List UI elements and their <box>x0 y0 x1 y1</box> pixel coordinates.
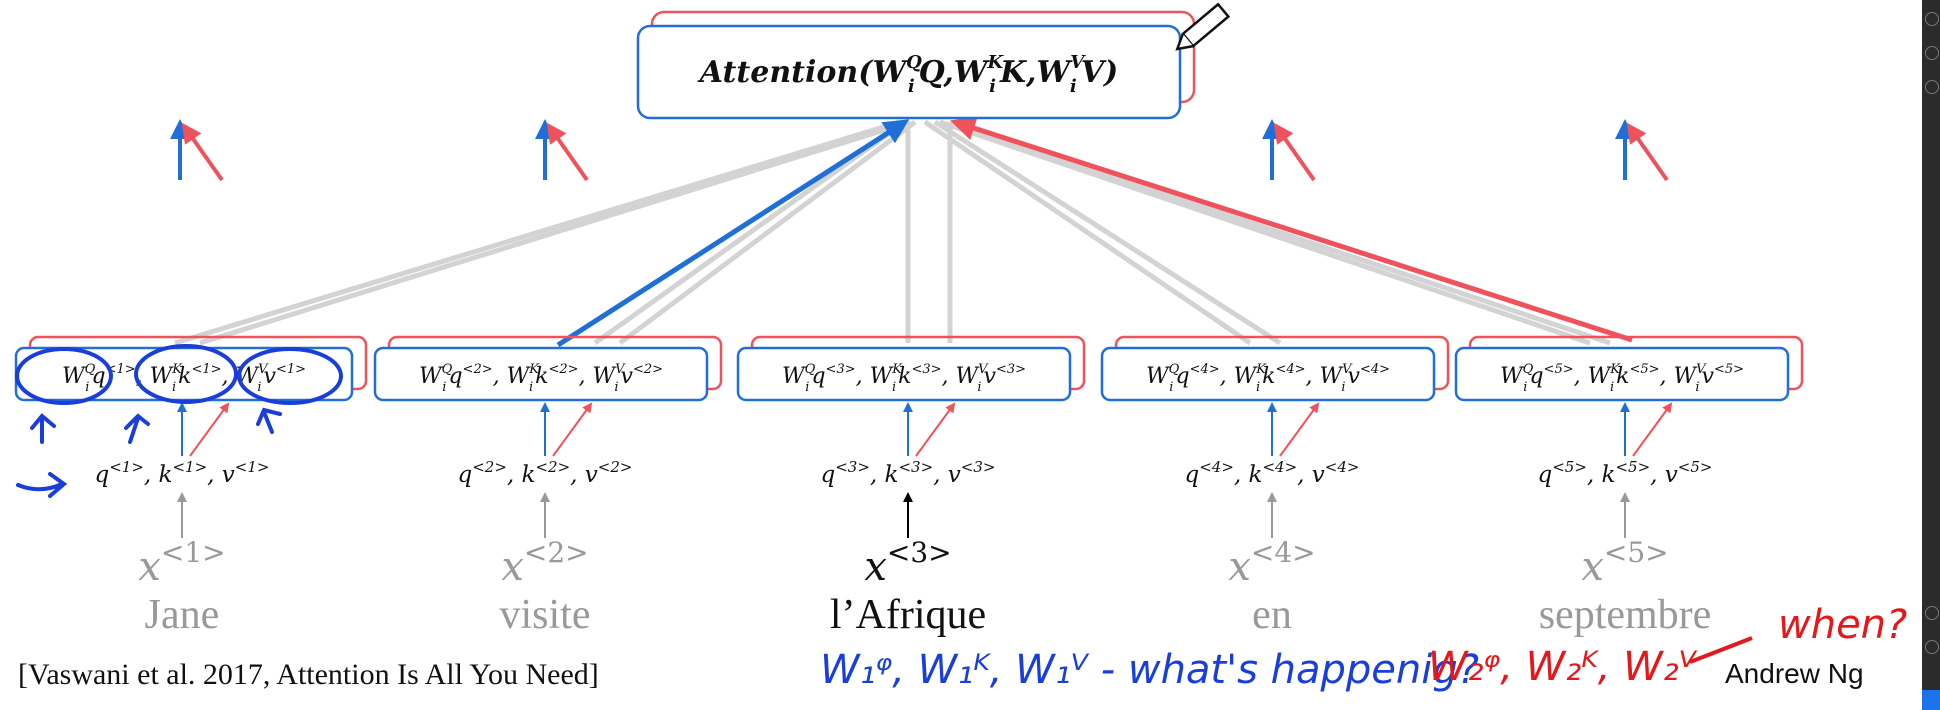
right-toolbar <box>1922 0 1940 710</box>
input-x: x<2> <box>501 536 588 590</box>
token-column-1: WQ iq<1>, WK ik<1>, WV iv<1> q<1>, k<1>, v<1… <box>14 335 368 638</box>
handwritten-red-question: when? <box>1778 602 1907 648</box>
projection-text: WQ iq<2>, WK ik<2>, WV iv<2> <box>419 362 663 395</box>
qkv-text: q<2>, k<2>, v<2> <box>458 458 633 488</box>
projection-box <box>736 346 1072 402</box>
author: Andrew Ng <box>1725 658 1864 689</box>
handwritten-red-note: W₂ᵠ, W₂ᴷ, W₂ⱽ <box>1428 644 1698 690</box>
toolbar-circle-icon[interactable] <box>1925 46 1939 60</box>
handwritten-red-dash <box>1689 636 1753 664</box>
gray-attention-lines <box>174 119 1611 346</box>
projection-box <box>1454 346 1790 402</box>
projection-text: WQ iq<4>, WK ik<4>, WV iv<4> <box>1146 362 1390 395</box>
projection-box <box>1100 346 1436 402</box>
token-word-2: visite <box>500 592 591 638</box>
qkv-text: q<1>, k<1>, v<1> <box>95 458 270 488</box>
key-arrow <box>915 402 956 457</box>
input-x: x<5> <box>1581 536 1668 590</box>
token-column-4: WQ iq<4>, WK ik<4>, WV iv<4> q<4>, k<4>, v<4… <box>1100 335 1450 638</box>
key-arrow <box>1279 402 1320 457</box>
token-column-3: WQ iq<3>, WK ik<3>, WV iv<3> q<3>, k<3>, v<3… <box>736 335 1086 638</box>
token-column-5: WQ iq<5>, WK ik<5>, WV iv<5> q<5>, k<5>, v<5… <box>1454 335 1804 638</box>
projection-box <box>373 346 709 402</box>
toolbar-circle-icon[interactable] <box>1925 640 1939 654</box>
token-word-4: en <box>1252 592 1292 638</box>
qkv-text: q<4>, k<4>, v<4> <box>1185 458 1360 488</box>
key-arrow <box>552 402 593 457</box>
toolbar-active-button[interactable] <box>1922 690 1940 710</box>
toolbar-circle-icon[interactable] <box>1925 606 1939 620</box>
input-x: x<4> <box>1228 536 1315 590</box>
token-word-3: l’Afrique <box>830 592 986 638</box>
projection-text: WQ iq<1>, WK ik<1>, WV iv<1> <box>62 362 306 395</box>
qkv-text: q<3>, k<3>, v<3> <box>821 458 996 488</box>
key-arrow <box>1632 402 1673 457</box>
toolbar-circle-icon[interactable] <box>1925 80 1939 94</box>
token-word-1: Jane <box>145 592 220 638</box>
attention-prefix: Attention( <box>697 55 874 90</box>
projection-text: WQ iq<5>, WK ik<5>, WV iv<5> <box>1500 362 1744 395</box>
toolbar-circle-icon[interactable] <box>1925 12 1939 26</box>
blue-query-line <box>556 119 910 348</box>
token-columns: WQ iq<1>, WK ik<1>, WV iv<1> q<1>, k<1>, v<1… <box>14 335 1804 638</box>
attention-box: Attention(WQ i Q,WK i K,WV i V) <box>636 10 1196 120</box>
input-x: x<1> <box>138 536 225 590</box>
projection-text: WQ iq<3>, WK ik<3>, WV iv<3> <box>782 362 1026 395</box>
handwritten-blue-note: W₁ᵠ, W₁ᴷ, W₁ⱽ - what's happenig? <box>820 647 1479 693</box>
input-x: x<3> <box>864 536 951 590</box>
red-key-line <box>950 116 1633 343</box>
handwritten-blue-marks <box>15 344 343 498</box>
token-word-5: septembre <box>1539 592 1712 638</box>
pen-cursor-icon <box>1175 2 1231 51</box>
key-arrow <box>189 402 230 457</box>
token-column-2: WQ iq<2>, WK ik<2>, WV iv<2> q<2>, k<2>, v<2… <box>373 335 723 638</box>
citation: [Vaswani et al. 2017, Attention Is All Y… <box>18 658 599 691</box>
qkv-text: q<5>, k<5>, v<5> <box>1538 458 1713 488</box>
output-arrows <box>170 119 1669 182</box>
